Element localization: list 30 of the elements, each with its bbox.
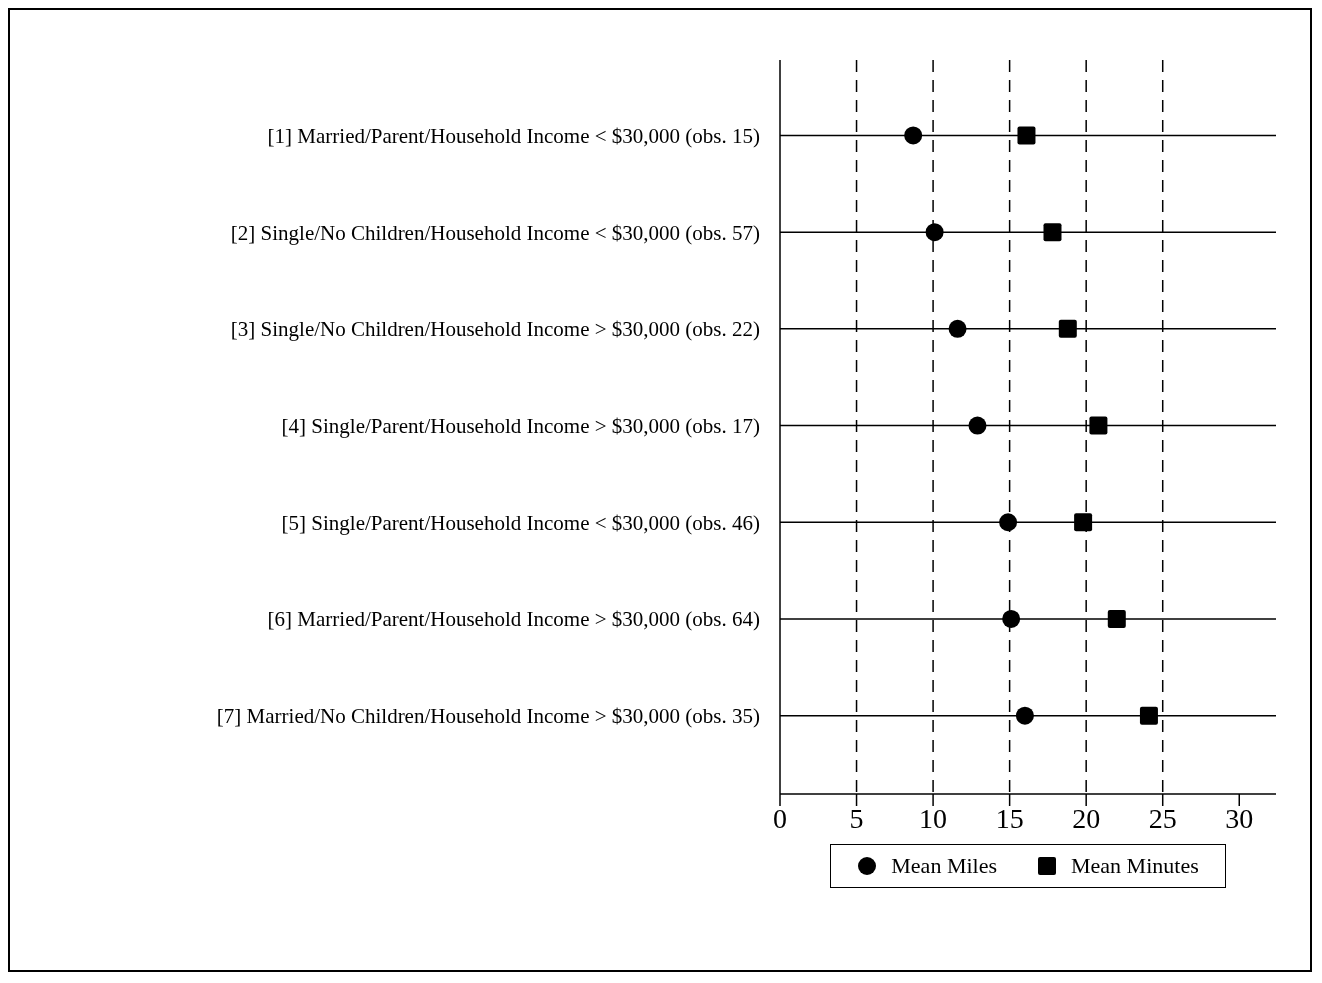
point — [1107, 609, 1126, 628]
y-tick-label: [4] Single/Parent/Household Income > $30,000 (obs. 17) — [281, 414, 761, 438]
legend-label: Mean Minutes — [1071, 853, 1199, 879]
point — [1017, 126, 1036, 145]
point — [904, 126, 923, 145]
legend-label: Mean Miles — [891, 853, 997, 879]
y-tick-label: [6] Married/Parent/Household Income > $30,000 (obs. 64) — [267, 607, 760, 632]
point — [1002, 609, 1021, 628]
x-tick-label: 15 — [995, 802, 1024, 834]
y-tick-label: [3] Single/No Children/Household Income > $30,000 (obs. 22) — [230, 317, 760, 342]
y-tick-label: [7] Married/No Children/Household Income > $30,000 (obs. 35) — [216, 704, 760, 729]
point — [968, 416, 987, 435]
point — [1015, 706, 1034, 725]
point — [1074, 513, 1093, 532]
x-tick-label: 10 — [919, 802, 948, 834]
point — [999, 513, 1018, 532]
point — [1139, 706, 1158, 725]
x-tick-label: 0 — [773, 802, 787, 834]
point — [1089, 416, 1108, 435]
x-tick-label: 5 — [849, 802, 864, 834]
point — [925, 223, 944, 242]
x-tick-label: 20 — [1072, 802, 1101, 834]
x-tick-label: 30 — [1225, 802, 1254, 834]
point — [1043, 223, 1062, 242]
x-tick-label: 25 — [1148, 802, 1177, 834]
y-tick-label: [2] Single/No Children/Household Income < $30,000 (obs. 57) — [230, 220, 760, 245]
y-tick-label: [5] Single/Parent/Household Income < $30,000 (obs. 46) — [281, 510, 761, 535]
y-tick-label: [1] Married/Parent/Household Income < $30,000 (obs. 15) — [267, 123, 760, 148]
point — [948, 319, 967, 338]
point — [1058, 319, 1077, 338]
